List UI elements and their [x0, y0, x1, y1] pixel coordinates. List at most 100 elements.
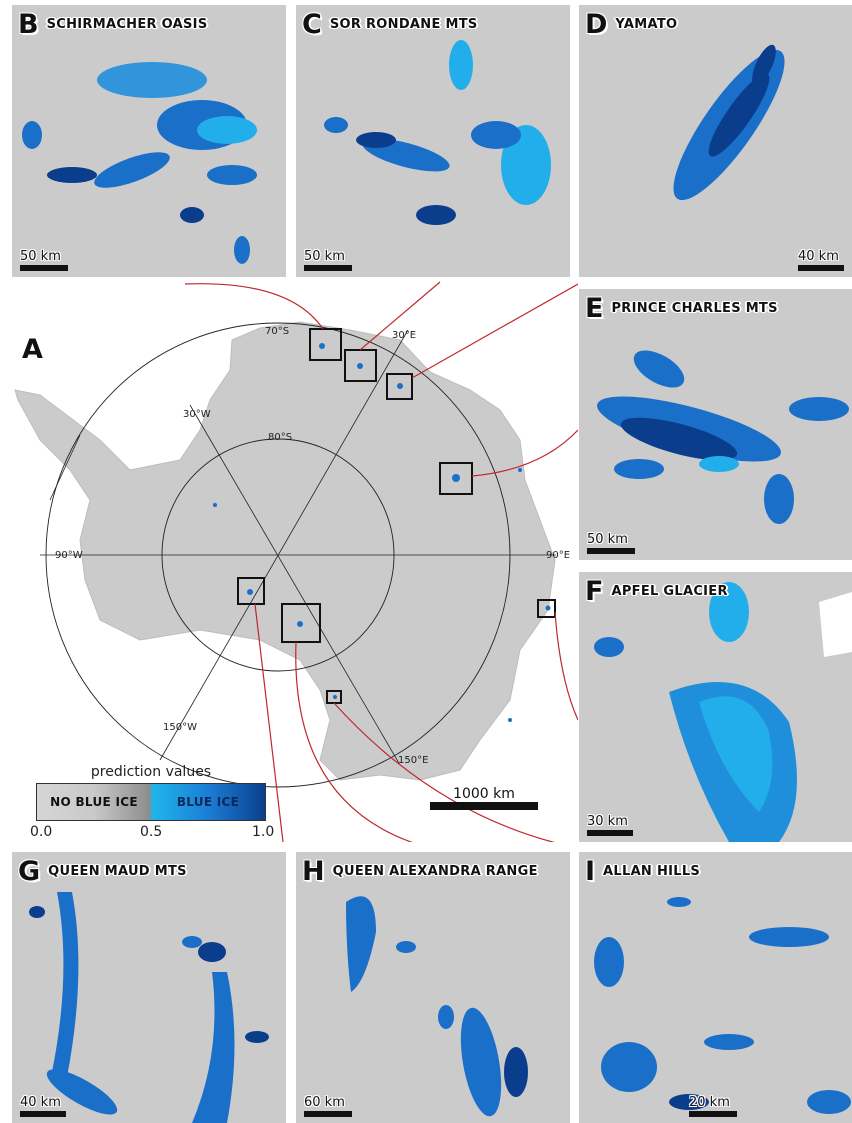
meridian-30w-150e	[189, 404, 401, 766]
scale-bar: 20 km	[689, 1095, 737, 1117]
scale-line	[304, 265, 352, 271]
lon-label-90w: 90°W	[55, 550, 83, 561]
panel-title: SCHIRMACHER OASIS	[46, 17, 208, 32]
box-h	[281, 603, 321, 643]
scale-line	[20, 1111, 66, 1117]
leader-lines	[184, 281, 579, 849]
overview-scale-bar: 1000 km	[430, 786, 538, 810]
panel-title: SOR RONDANE MTS	[329, 17, 478, 32]
panel-letter: F	[585, 576, 604, 607]
meridian-30e-150w	[159, 329, 409, 761]
panel-d-yamato: D YAMATO 40 km	[579, 5, 852, 277]
leader-i	[333, 702, 579, 849]
panel-e-prince-charles-mts: E PRINCE CHARLES MTS 50 km	[579, 289, 852, 560]
leader-c	[359, 281, 441, 351]
lon-label-150e: 150°E	[398, 755, 428, 766]
scale-bar: 30 km	[587, 814, 633, 836]
panel-title: PRINCE CHARLES MTS	[611, 301, 778, 316]
scale-bar: 40 km	[798, 249, 844, 271]
panel-letter: I	[585, 856, 596, 887]
scale-line	[689, 1111, 737, 1117]
legend-colorbar: NO BLUE ICE BLUE ICE	[36, 783, 266, 821]
lon-label-90e: 90°E	[546, 550, 570, 561]
panel-f-apfel-glacier: F APFEL GLACIER 30 km	[579, 572, 852, 842]
overview-scale-label: 1000 km	[453, 786, 515, 802]
scale-line	[304, 1111, 352, 1117]
panel-letter: G	[18, 856, 41, 887]
scale-label: 50 km	[304, 249, 345, 264]
scale-label: 50 km	[20, 249, 61, 264]
box-e	[439, 462, 473, 495]
scale-label: 60 km	[304, 1095, 345, 1110]
legend-high-label: BLUE ICE	[176, 795, 240, 809]
scale-label: 20 km	[689, 1095, 730, 1110]
panel-h-imagery	[346, 896, 528, 1117]
panel-e-header: E PRINCE CHARLES MTS	[585, 293, 778, 324]
panel-c-header: C SOR RONDANE MTS	[302, 9, 478, 40]
panel-g-imagery	[29, 892, 269, 1123]
panel-b-imagery	[22, 62, 257, 264]
panel-i-header: I ALLAN HILLS	[585, 856, 700, 887]
lon-label-30w: 30°W	[183, 409, 211, 420]
leader-f	[554, 611, 579, 721]
panel-title: QUEEN ALEXANDRA RANGE	[332, 864, 538, 879]
panel-letter: C	[302, 9, 322, 40]
panel-title: ALLAN HILLS	[603, 864, 701, 879]
scale-line	[20, 265, 68, 271]
legend-tick-1: 0.5	[140, 824, 163, 840]
box-g	[237, 577, 265, 605]
scale-bar: 60 km	[304, 1095, 352, 1117]
panel-f-header: F APFEL GLACIER	[585, 576, 728, 607]
panel-i-allan-hills: I ALLAN HILLS 20 km	[579, 852, 852, 1123]
panel-d-imagery	[673, 44, 785, 201]
panel-e-imagery	[597, 350, 849, 524]
legend-tick-2: 1.0	[252, 824, 275, 840]
scale-bar: 50 km	[20, 249, 68, 271]
panel-title: APFEL GLACIER	[611, 584, 728, 599]
panel-i-imagery	[594, 897, 851, 1114]
leader-g	[254, 603, 284, 843]
panel-g-header: G QUEEN MAUD MTS	[18, 856, 187, 887]
panel-f-imagery	[594, 582, 852, 842]
leader-e	[471, 429, 579, 477]
scale-line	[798, 265, 844, 271]
leader-d	[411, 283, 579, 379]
scale-bar: 50 km	[304, 249, 352, 271]
panel-title: QUEEN MAUD MTS	[48, 864, 187, 879]
scale-label: 50 km	[587, 532, 628, 547]
scale-line	[587, 548, 635, 554]
leader-h	[295, 641, 431, 849]
overview-map-svg: 70°S 80°S 30°E 30°W 90°W 90°E 150°W 150°…	[14, 281, 579, 849]
panel-c-imagery	[324, 40, 551, 225]
legend-low-label: NO BLUE ICE	[50, 795, 138, 809]
panel-h-queen-alexandra-range: H QUEEN ALEXANDRA RANGE 60 km	[296, 852, 570, 1123]
box-b	[309, 328, 342, 361]
scale-label: 40 km	[20, 1095, 61, 1110]
overview-scale-line	[430, 802, 538, 810]
lon-label-150w: 150°W	[163, 722, 197, 733]
legend-title: prediction values	[90, 764, 212, 780]
box-d	[386, 373, 413, 400]
lon-label-30e: 30°E	[392, 330, 416, 341]
blue-ice-specks	[213, 343, 551, 722]
legend-tick-0: 0.0	[30, 824, 53, 840]
meridian-peninsula	[49, 434, 81, 501]
panel-g-queen-maud-mts: G QUEEN MAUD MTS 40 km	[12, 852, 286, 1123]
lat-label-70s: 70°S	[265, 326, 289, 337]
scale-label: 30 km	[587, 814, 628, 829]
legend-ticks: 0.0 0.5 1.0	[30, 821, 274, 840]
scale-bar: 40 km	[20, 1095, 66, 1117]
scale-label: 40 km	[798, 249, 839, 264]
leader-b	[184, 283, 324, 330]
panel-b-schirmacher-oasis: B SCHIRMACHER OASIS 50 km	[12, 5, 286, 277]
panel-d-header: D YAMATO	[585, 9, 677, 40]
scale-line	[587, 830, 633, 836]
antarctica-continent	[14, 321, 556, 781]
panel-c-sor-rondane-mts: C SOR RONDANE MTS 50 km	[296, 5, 570, 277]
panel-b-header: B SCHIRMACHER OASIS	[18, 9, 207, 40]
panel-a-letter: A	[22, 334, 43, 365]
lat-label-80s: 80°S	[268, 432, 292, 443]
box-f	[537, 599, 556, 618]
panel-letter: E	[585, 293, 604, 324]
panel-letter: H	[302, 856, 325, 887]
